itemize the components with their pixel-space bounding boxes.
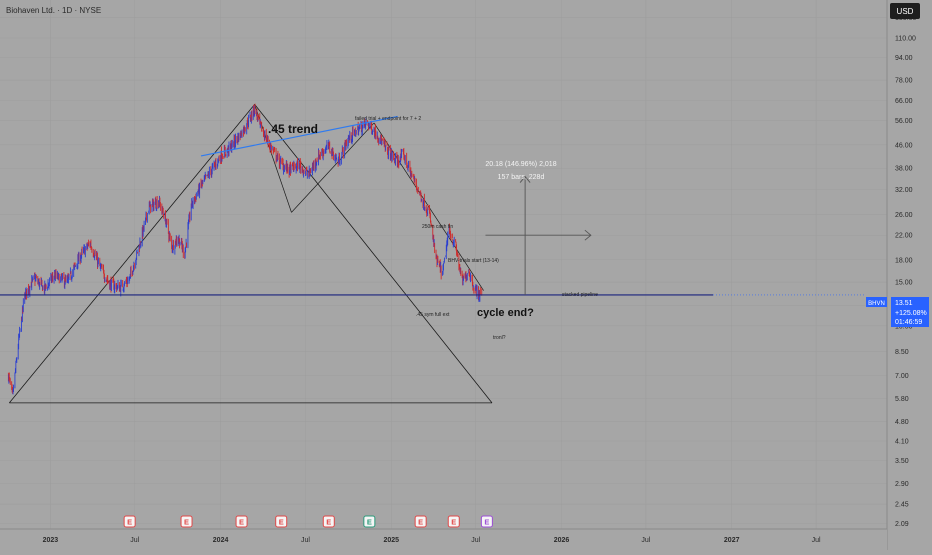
y-tick-label: 2.90	[895, 481, 909, 488]
y-tick-label: 78.00	[895, 78, 913, 85]
x-tick-label: Jul	[641, 537, 650, 544]
x-tick-label: 2026	[554, 537, 570, 544]
annotation-measure-line1[interactable]: 20.18 (146.96%) 2,018	[485, 161, 556, 168]
y-tick-label: 3.50	[895, 458, 909, 465]
y-tick-label: 26.00	[895, 212, 913, 219]
y-tick-label: 66.00	[895, 98, 913, 105]
price-countdown: 01:46:59	[895, 319, 922, 326]
earnings-marker[interactable]	[275, 515, 288, 528]
y-tick-label: 4.10	[895, 439, 909, 446]
x-tick-label: Jul	[130, 537, 139, 544]
annotation-failed-trial[interactable]: failed trial + endpoint for 7 + 2	[355, 116, 421, 122]
earnings-marker-label: E	[279, 518, 284, 527]
y-tick-label: 22.00	[895, 233, 913, 240]
y-tick-label: 15.00	[895, 280, 913, 287]
measure-vertical-arrowhead	[519, 175, 531, 183]
price-badge	[891, 297, 929, 327]
triangle-left-edge[interactable]	[9, 104, 255, 404]
trend-line-blue[interactable]	[200, 115, 398, 157]
x-tick-label: 2025	[383, 537, 399, 544]
drawings-back	[9, 104, 493, 404]
earnings-marker[interactable]	[363, 515, 376, 528]
currency-button[interactable]	[890, 3, 920, 19]
y-tick-label: 18.00	[895, 257, 913, 264]
x-tick-label: Jul	[812, 537, 821, 544]
y-tick-label: 8.50	[895, 349, 909, 356]
x-tick-label: 2024	[213, 537, 229, 544]
earnings-marker[interactable]	[322, 515, 335, 528]
x-tick-label: Jul	[301, 537, 310, 544]
earnings-marker-label: E	[184, 518, 189, 527]
x-tick-label: 2027	[724, 537, 740, 544]
measure-horizontal-arrowhead	[584, 229, 592, 241]
earnings-marker-label: E	[367, 518, 372, 527]
candles	[7, 103, 483, 395]
y-tick-label: 7.00	[895, 373, 909, 380]
ticker-badge	[866, 297, 887, 307]
earnings-marker-label: E	[484, 518, 489, 527]
y-tick-label: 32.00	[895, 187, 913, 194]
annotation-measure-line2[interactable]: 157 bars, 228d	[498, 174, 545, 181]
y-tick-label: 4.80	[895, 419, 909, 426]
y-tick-label: 2.09	[895, 521, 909, 528]
grid	[0, 0, 887, 529]
price-change: +125.08%	[895, 310, 927, 317]
symbol-title: Biohaven Ltd. · 1D · NYSE	[6, 6, 101, 15]
currency-label: USD	[897, 7, 914, 16]
annotation-sym-full-ext[interactable]: .45 sym full ext	[416, 312, 450, 318]
y-tick-label: 94.00	[895, 55, 913, 62]
annotation-tronl[interactable]: tronl?	[493, 335, 506, 341]
earnings-marker[interactable]	[447, 515, 460, 528]
earnings-marker-label: E	[418, 518, 423, 527]
earnings-marker-label: E	[326, 518, 331, 527]
ticker-label: BHVN	[868, 301, 885, 307]
earnings-marker[interactable]	[235, 515, 248, 528]
y-tick-label: 2.45	[895, 502, 909, 509]
price-label[interactable]: BHVN 13.51 +125.08% 01:46:59	[866, 297, 929, 327]
pattern-line-2[interactable]	[291, 122, 375, 213]
price-value: 13.51	[895, 300, 913, 307]
earnings-marker-label: E	[127, 518, 132, 527]
annotation-trials-start[interactable]: BHV-trials start (13-14)	[448, 258, 499, 264]
earnings-marker-label: E	[239, 518, 244, 527]
annotation-trend[interactable]: .45 trend	[268, 122, 318, 136]
y-tick-label: 46.00	[895, 142, 913, 149]
earnings-marker[interactable]	[414, 515, 427, 528]
x-tick-label: Jul	[471, 537, 480, 544]
price-axis[interactable]	[887, 0, 932, 550]
y-tick-label: 110.00	[895, 36, 916, 43]
earnings-marker[interactable]	[180, 515, 193, 528]
y-tick-label: 5.80	[895, 396, 909, 403]
pattern-line-3[interactable]	[373, 122, 484, 291]
earnings-marker[interactable]	[123, 515, 136, 528]
annotation-stacked-pipeline[interactable]: stacked pipeline	[562, 292, 598, 298]
y-tick-label: 56.00	[895, 118, 913, 125]
earnings-marker-label: E	[451, 518, 456, 527]
triangle-right-edge[interactable]	[254, 104, 493, 404]
y-tick-label: 38.00	[895, 166, 913, 173]
time-axis[interactable]	[0, 529, 887, 550]
x-tick-label: 2023	[43, 537, 59, 544]
drawings-front	[0, 115, 866, 296]
annotation-cycle-end[interactable]: cycle end?	[477, 307, 534, 319]
annotation-cash-fin[interactable]: 250m cash fin	[422, 224, 453, 230]
earnings-marker[interactable]	[480, 515, 493, 528]
time-axis-ticks: 2023 Jul 2024 Jul 2025 Jul 2026 Jul 2027 Jul	[43, 537, 821, 544]
